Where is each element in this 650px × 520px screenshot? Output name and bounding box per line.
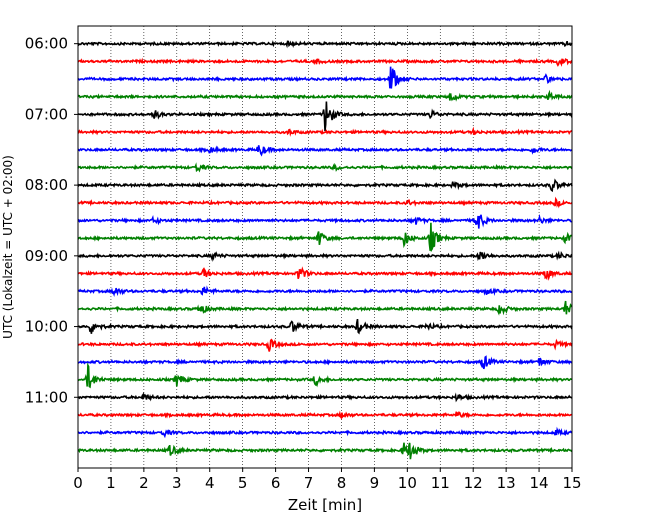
trace-line <box>77 222 573 253</box>
trace-line <box>77 442 573 460</box>
y-axis-ticks: 06:00 07:00 08:00 09:00 10:00 11:00 <box>25 35 78 406</box>
trace-line <box>77 66 573 89</box>
trace-line <box>77 300 573 316</box>
trace-line <box>77 338 573 352</box>
trace-line <box>77 355 572 370</box>
x-tick-label: 10 <box>398 474 417 492</box>
trace-line <box>77 410 572 420</box>
trace-line <box>77 213 573 229</box>
trace-line <box>77 318 573 335</box>
trace-line <box>77 250 573 262</box>
trace-line <box>77 362 573 389</box>
trace-line <box>77 89 573 102</box>
x-axis-label: Zeit [min] <box>288 496 362 514</box>
x-tick-label: 11 <box>431 474 450 492</box>
x-tick-label: 5 <box>238 474 248 492</box>
y-tick-label: 11:00 <box>25 388 68 406</box>
x-axis-ticks: 0 1 2 3 4 5 6 7 8 9 10 11 12 13 14 15 <box>73 468 582 492</box>
x-tick-label: 6 <box>271 474 281 492</box>
trace-line <box>77 178 573 193</box>
trace-line <box>77 196 573 209</box>
x-tick-label: 15 <box>562 474 581 492</box>
trace-line <box>77 391 573 403</box>
x-tick-label: 13 <box>497 474 516 492</box>
x-tick-label: 0 <box>73 474 83 492</box>
y-tick-label: 06:00 <box>25 35 68 53</box>
grid-lines <box>110 26 540 468</box>
trace-line <box>77 145 573 157</box>
trace-line <box>77 266 573 281</box>
x-tick-label: 3 <box>172 474 182 492</box>
x-tick-label: 1 <box>106 474 116 492</box>
y-tick-label: 09:00 <box>25 247 68 265</box>
y-tick-label: 07:00 <box>25 105 68 123</box>
trace-lines <box>77 40 573 460</box>
y-tick-label: 08:00 <box>25 176 68 194</box>
trace-line <box>77 101 573 132</box>
y-tick-label: 10:00 <box>25 318 68 336</box>
x-tick-label: 12 <box>464 474 483 492</box>
trace-line <box>77 57 573 67</box>
x-tick-label: 7 <box>304 474 314 492</box>
trace-line <box>77 40 573 49</box>
trace-line <box>77 285 573 297</box>
x-tick-label: 2 <box>139 474 149 492</box>
x-tick-label: 14 <box>530 474 549 492</box>
trace-line <box>77 126 573 137</box>
x-tick-label: 9 <box>370 474 380 492</box>
y-axis-label: UTC (Lokalzeit = UTC + 02:00) <box>1 155 15 339</box>
x-tick-label: 4 <box>205 474 215 492</box>
trace-line <box>77 162 573 173</box>
x-tick-label: 8 <box>337 474 347 492</box>
trace-line <box>77 426 573 439</box>
plot-frame <box>77 25 573 469</box>
